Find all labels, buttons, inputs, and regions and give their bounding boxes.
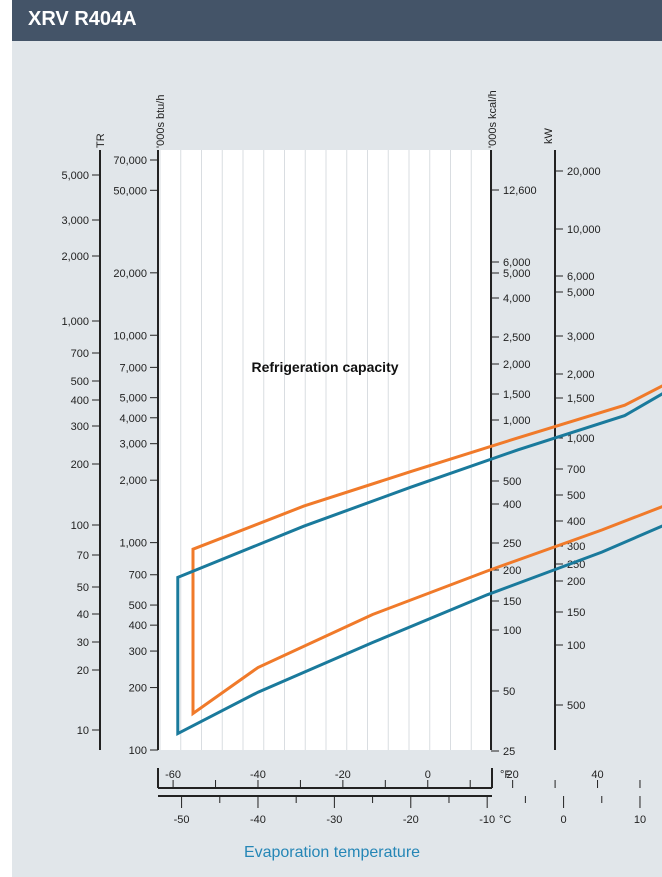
celsius-tick-label: -40 [250, 814, 266, 826]
btu-tick-label: 20,000 [113, 268, 147, 280]
kcal-tick-label: 12,600 [503, 185, 537, 197]
kw-tick-label: 5,000 [567, 287, 595, 299]
kcal-tick-label: 2,000 [503, 359, 531, 371]
kw-tick-label: 150 [567, 607, 585, 619]
tr-axis-label: TR [95, 133, 107, 148]
fahrenheit-tick-label: -60 [165, 769, 181, 781]
kw-tick-label: 6,000 [567, 271, 595, 283]
fahrenheit-tick-label: 40 [591, 769, 603, 781]
kcal-tick-label: 250 [503, 538, 521, 550]
kw-tick-label: 20,000 [567, 166, 601, 178]
title-bar: XRV R404A [12, 0, 662, 41]
tr-tick-label: 50 [77, 582, 89, 594]
kcal-tick-label: 2,500 [503, 332, 531, 344]
btu-tick-label: 2,000 [119, 475, 147, 487]
kcal-tick-label: 1,000 [503, 415, 531, 427]
btu-tick-label: 500 [129, 600, 147, 612]
chart-annotation: Refrigeration capacity [251, 359, 398, 375]
blue-envelope-line [176, 392, 662, 737]
kcal-tick-label: 1,500 [503, 389, 531, 401]
tr-tick-label: 1,000 [61, 316, 89, 328]
kcal-tick-label: 400 [503, 499, 521, 511]
kw-tick-label: 1,000 [567, 433, 595, 445]
celsius-tick-label: 0 [561, 814, 567, 826]
series-group [176, 384, 662, 737]
tr-tick-label: 70 [77, 550, 89, 562]
btu-tick-label: 10,000 [113, 330, 147, 342]
tr-tick-label: 10 [77, 725, 89, 737]
tr-tick-label: 100 [71, 520, 89, 532]
x-axis-title: Evaporation temperature [244, 844, 420, 861]
btu-tick-label: 3,000 [119, 439, 147, 451]
kw-tick-label: 100 [567, 640, 585, 652]
kcal-tick-label: 25 [503, 746, 515, 758]
tr-tick-label: 500 [71, 376, 89, 388]
tr-tick-label: 30 [77, 637, 89, 649]
kcal-tick-label: 50 [503, 686, 515, 698]
celsius-tick-label: -10 [479, 814, 495, 826]
tr-tick-label: 5,000 [61, 170, 89, 182]
tr-tick-label: 200 [71, 459, 89, 471]
btu-tick-label: 4,000 [119, 413, 147, 425]
kcal-axis-label: '000s kcal/h [487, 90, 499, 148]
kw-tick-label: 3,000 [567, 331, 595, 343]
fahrenheit-tick-label: 20 [507, 769, 519, 781]
btu-tick-label: 400 [129, 620, 147, 632]
celsius-tick-label: -20 [403, 814, 419, 826]
btu-tick-label: 7,000 [119, 362, 147, 374]
kcal-tick-label: 6,000 [503, 257, 531, 269]
fahrenheit-tick-label: -40 [250, 769, 266, 781]
kw-tick-label: 1,500 [567, 393, 595, 405]
kw-tick-label: 400 [567, 516, 585, 528]
celsius-tick-label: 10 [634, 814, 646, 826]
btu-tick-label: 5,000 [119, 393, 147, 405]
tr-tick-label: 400 [71, 395, 89, 407]
fahrenheit-tick-label: 0 [425, 769, 431, 781]
kcal-tick-label: 500 [503, 476, 521, 488]
celsius-tick-label: -50 [174, 814, 190, 826]
btu-tick-label: 300 [129, 646, 147, 658]
celsius-tick-label: -30 [326, 814, 342, 826]
kw-tick-label: 300 [567, 541, 585, 553]
page-title: XRV R404A [28, 8, 137, 30]
btu-tick-label: 100 [129, 745, 147, 757]
tr-tick-label: 700 [71, 348, 89, 360]
kw-tick-label: 200 [567, 576, 585, 588]
tr-tick-label: 2,000 [61, 251, 89, 263]
tr-tick-label: 3,000 [61, 215, 89, 227]
kcal-tick-label: 150 [503, 596, 521, 608]
tr-tick-label: 300 [71, 421, 89, 433]
kw-tick-label: 500 [567, 490, 585, 502]
celsius-unit-label: °C [499, 814, 511, 826]
fahrenheit-unit-label: °F [500, 769, 511, 781]
kw-axis-label: kW [543, 128, 555, 145]
kw-tick-label: 10,000 [567, 224, 601, 236]
kcal-tick-label: 100 [503, 625, 521, 637]
btu-tick-label: 70,000 [113, 155, 147, 167]
btu-tick-label: 700 [129, 570, 147, 582]
kcal-tick-label: 4,000 [503, 293, 531, 305]
btu-axis-label: '000s btu/h [155, 95, 167, 148]
kw-tick-label: 2,000 [567, 369, 595, 381]
btu-tick-label: 200 [129, 683, 147, 695]
kcal-tick-label: 5,000 [503, 268, 531, 280]
btu-tick-label: 1,000 [119, 538, 147, 550]
plot-area [158, 150, 491, 750]
kw-tick-label: 500 [567, 700, 585, 712]
kw-tick-label: 700 [567, 464, 585, 476]
tr-tick-label: 40 [77, 609, 89, 621]
kcal-tick-label: 200 [503, 565, 521, 577]
orange-envelope-line [191, 384, 662, 717]
axes: TR5,0003,0002,0001,000700500400300200100… [61, 90, 646, 826]
tr-tick-label: 20 [77, 665, 89, 677]
fahrenheit-tick-label: -20 [335, 769, 351, 781]
btu-tick-label: 50,000 [113, 185, 147, 197]
